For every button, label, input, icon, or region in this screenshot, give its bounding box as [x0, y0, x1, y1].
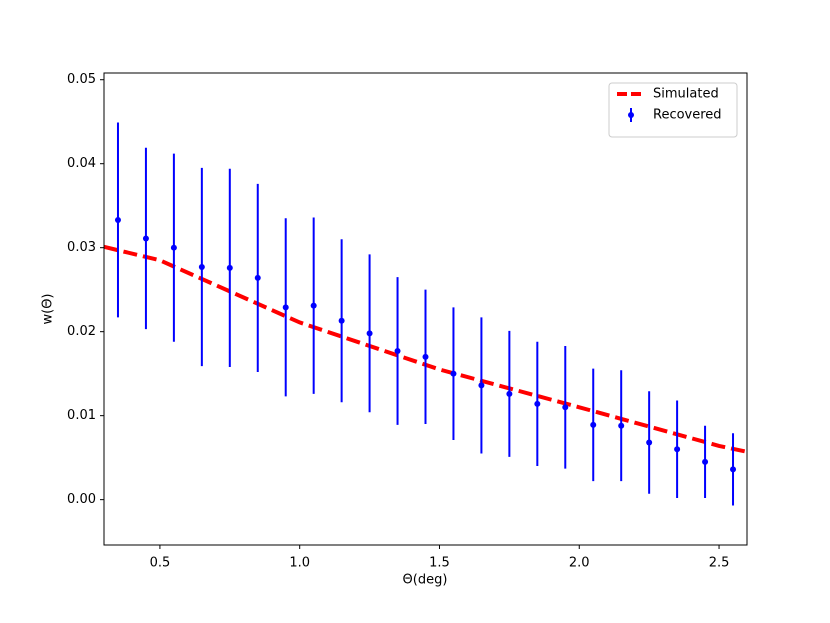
point	[674, 446, 681, 453]
axes-frame	[103, 72, 748, 546]
point	[142, 235, 149, 242]
point	[226, 264, 233, 271]
point	[562, 404, 569, 411]
point	[254, 274, 261, 281]
x-tick-label: 1.0	[289, 556, 310, 571]
y-tick-label: 0.01	[67, 408, 96, 423]
point	[366, 330, 373, 337]
point	[338, 317, 345, 324]
point	[310, 302, 317, 309]
x-tick-label: 0.5	[150, 556, 171, 571]
point	[590, 421, 597, 428]
point	[534, 400, 541, 407]
point	[114, 216, 121, 223]
x-tick-label: 1.5	[429, 556, 450, 571]
point	[170, 244, 177, 251]
x-tick-label: 2.5	[709, 556, 730, 571]
point	[646, 439, 653, 446]
legend-label: Simulated	[653, 87, 719, 102]
point	[730, 466, 737, 473]
simulated-line	[104, 244, 747, 454]
point	[618, 422, 625, 429]
legend-label: Recovered	[653, 108, 722, 123]
y-tick-label: 0.03	[67, 240, 96, 255]
point	[702, 458, 709, 465]
point	[450, 370, 457, 377]
point	[506, 390, 513, 397]
legend-swatch-point	[628, 112, 634, 118]
point	[198, 264, 205, 271]
y-tick-label: 0.02	[67, 324, 96, 339]
x-tick-label: 2.0	[569, 556, 590, 571]
x-axis-label: Θ(deg)	[403, 573, 448, 588]
point	[422, 353, 429, 360]
plot-area	[104, 122, 747, 506]
y-axis-label: w(Θ)	[41, 293, 56, 324]
y-tick-label: 0.05	[67, 72, 96, 87]
point	[282, 304, 289, 311]
y-tick-label: 0.00	[67, 492, 96, 507]
y-tick-label: 0.04	[67, 156, 96, 171]
point	[478, 382, 485, 389]
legend-box	[608, 82, 738, 138]
point	[394, 347, 401, 354]
